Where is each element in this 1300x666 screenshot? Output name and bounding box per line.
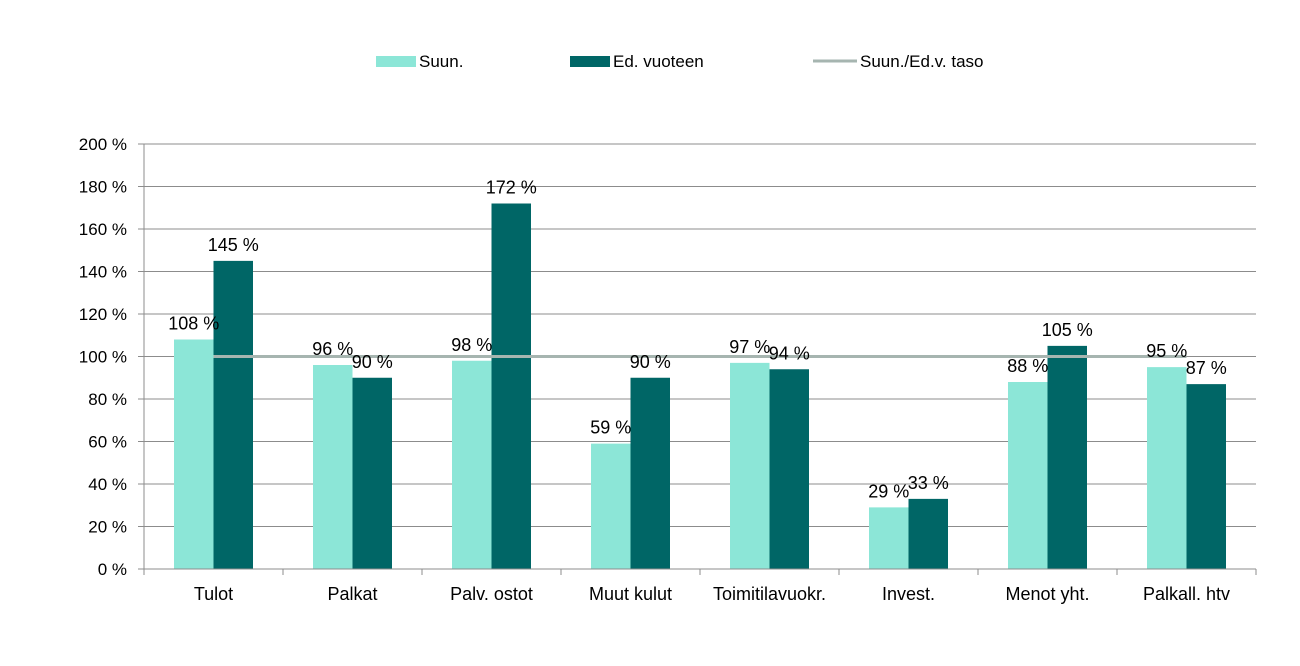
data-label: 95 %: [1146, 341, 1187, 361]
y-tick-label: 0 %: [98, 560, 127, 579]
y-tick-label: 160 %: [79, 220, 127, 239]
bar-ed-vuoteen: [769, 369, 809, 569]
data-label: 90 %: [352, 352, 393, 372]
bar-suun: [452, 360, 492, 569]
legend-ed-vuoteen-label: Ed. vuoteen: [613, 52, 704, 71]
data-label: 108 %: [168, 314, 219, 334]
data-label: 96 %: [312, 339, 353, 359]
bar-suun: [730, 362, 770, 569]
data-label: 94 %: [769, 343, 810, 363]
legend-suun-label: Suun.: [419, 52, 463, 71]
data-label: 97 %: [729, 337, 770, 357]
data-label: 172 %: [486, 178, 537, 198]
data-label: 145 %: [208, 235, 259, 255]
category-label: Palkall. htv: [1143, 584, 1230, 604]
y-tick-label: 140 %: [79, 263, 127, 282]
legend: Suun. Ed. vuoteen Suun./Ed.v. taso: [376, 52, 983, 71]
data-label: 98 %: [451, 335, 492, 355]
legend-reference-label: Suun./Ed.v. taso: [860, 52, 983, 71]
y-tick-label: 180 %: [79, 178, 127, 197]
category-label: Muut kulut: [589, 584, 672, 604]
category-label: Palkat: [327, 584, 377, 604]
bar-suun: [591, 443, 631, 569]
y-tick-label: 80 %: [88, 390, 127, 409]
bar-suun: [1008, 382, 1048, 569]
bar-suun: [1147, 367, 1187, 569]
bar-ed-vuoteen: [1186, 384, 1226, 569]
data-label: 87 %: [1186, 358, 1227, 378]
legend-ed-vuoteen-swatch: [570, 56, 610, 67]
category-label: Palv. ostot: [450, 584, 533, 604]
bars: [174, 203, 1226, 569]
data-label: 29 %: [868, 481, 909, 501]
bar-ed-vuoteen: [352, 377, 392, 569]
bar-suun: [313, 365, 353, 569]
bar-ed-vuoteen: [908, 498, 948, 569]
data-label: 33 %: [908, 473, 949, 493]
bar-ed-vuoteen: [213, 260, 253, 569]
category-label: Toimitilavuokr.: [713, 584, 826, 604]
bar-ed-vuoteen: [1047, 345, 1087, 569]
legend-suun-swatch: [376, 56, 416, 67]
bar-ed-vuoteen: [491, 203, 531, 569]
data-labels: 108 %145 %96 %90 %98 %172 %59 %90 %97 %9…: [168, 178, 1227, 502]
y-tick-label: 200 %: [79, 135, 127, 154]
category-label: Menot yht.: [1005, 584, 1089, 604]
category-label: Tulot: [194, 584, 233, 604]
y-tick-label: 60 %: [88, 433, 127, 452]
bar-suun: [174, 339, 214, 569]
category-label: Invest.: [882, 584, 935, 604]
y-tick-label: 40 %: [88, 475, 127, 494]
data-label: 59 %: [590, 418, 631, 438]
data-label: 105 %: [1042, 320, 1093, 340]
data-label: 90 %: [630, 352, 671, 372]
y-tick-label: 100 %: [79, 348, 127, 367]
bar-ed-vuoteen: [630, 377, 670, 569]
axes: 0 % 20 % 40 % 60 % 80 % 100 % 120 % 140 % 160 % 1…: [79, 135, 1257, 604]
bar-suun: [869, 507, 909, 569]
y-tick-label: 20 %: [88, 518, 127, 537]
data-label: 88 %: [1007, 356, 1048, 376]
y-tick-label: 120 %: [79, 305, 127, 324]
